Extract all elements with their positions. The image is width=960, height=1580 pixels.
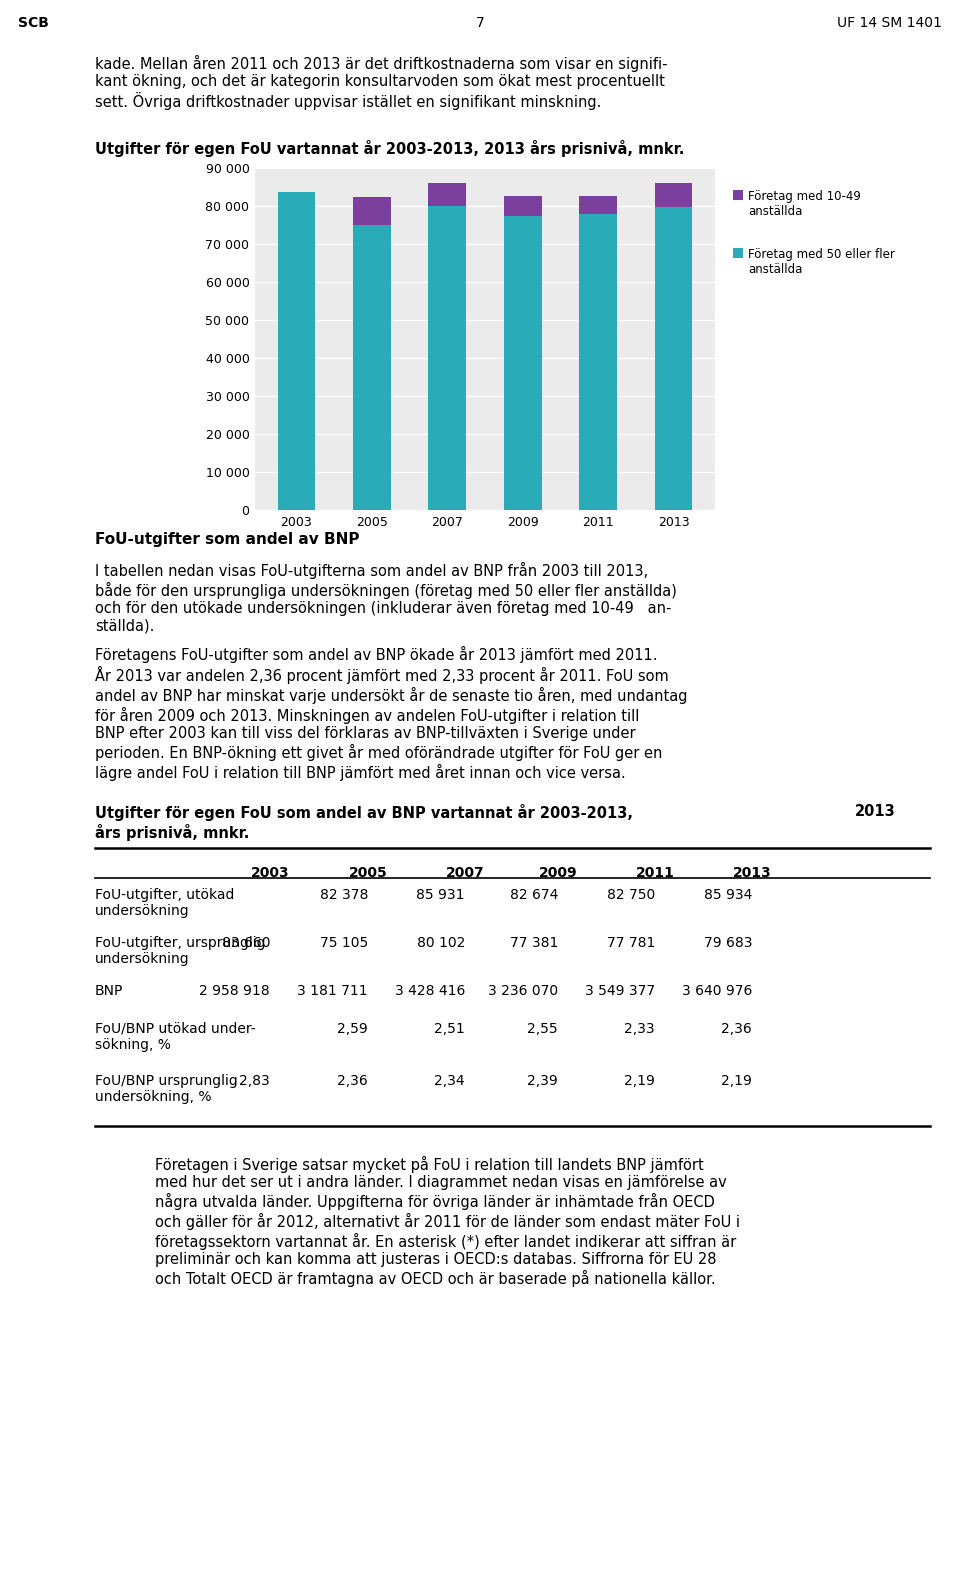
Bar: [428, 205, 467, 510]
Text: 2003: 2003: [251, 866, 289, 880]
Text: FoU-utgifter, utökad
undersökning: FoU-utgifter, utökad undersökning: [95, 888, 234, 918]
Text: UF 14 SM 1401: UF 14 SM 1401: [837, 16, 942, 30]
Bar: [579, 196, 617, 215]
Text: 3 640 976: 3 640 976: [682, 984, 752, 999]
Bar: [428, 183, 467, 205]
Text: års prisnivå, mnkr.: års prisnivå, mnkr.: [95, 825, 250, 841]
Text: 2,55: 2,55: [527, 1022, 558, 1036]
Text: SCB: SCB: [18, 16, 49, 30]
Text: FoU-utgifter som andel av BNP: FoU-utgifter som andel av BNP: [95, 532, 359, 547]
Text: 2 958 918: 2 958 918: [200, 984, 270, 999]
Text: 2013: 2013: [732, 866, 772, 880]
Bar: [733, 190, 743, 201]
Text: FoU/BNP ursprunglig
undersökning, %: FoU/BNP ursprunglig undersökning, %: [95, 1074, 238, 1104]
Text: 82 674: 82 674: [510, 888, 558, 902]
Text: 2,36: 2,36: [337, 1074, 368, 1089]
Text: 85 931: 85 931: [417, 888, 465, 902]
Text: Företag med 50 eller fler
anställda: Företag med 50 eller fler anställda: [748, 248, 895, 276]
Bar: [353, 198, 391, 224]
Text: 2007: 2007: [445, 866, 484, 880]
Text: I tabellen nedan visas FoU-utgifterna som andel av BNP från 2003 till 2013,
både: I tabellen nedan visas FoU-utgifterna so…: [95, 562, 677, 634]
Text: 2,39: 2,39: [527, 1074, 558, 1089]
Bar: [277, 193, 315, 510]
Text: 80 102: 80 102: [417, 935, 465, 950]
Text: Företagen i Sverige satsar mycket på FoU i relation till landets BNP jämfört
med: Företagen i Sverige satsar mycket på FoU…: [155, 1157, 740, 1288]
Text: 3 181 711: 3 181 711: [298, 984, 368, 999]
Text: 3 236 070: 3 236 070: [488, 984, 558, 999]
Bar: [655, 183, 692, 207]
Text: Företag med 10-49
anställda: Företag med 10-49 anställda: [748, 190, 861, 218]
Text: 77 781: 77 781: [607, 935, 655, 950]
Text: 82 750: 82 750: [607, 888, 655, 902]
Text: 79 683: 79 683: [704, 935, 752, 950]
Text: Företagens FoU-utgifter som andel av BNP ökade år 2013 jämfört med 2011.
År 2013: Företagens FoU-utgifter som andel av BNP…: [95, 646, 687, 781]
Text: 2,34: 2,34: [434, 1074, 465, 1089]
Text: Utgifter för egen FoU vartannat år 2003-2013, 2013 års prisnivå, mnkr.: Utgifter för egen FoU vartannat år 2003-…: [95, 141, 684, 156]
Text: 2,19: 2,19: [624, 1074, 655, 1089]
Text: 2,33: 2,33: [624, 1022, 655, 1036]
Bar: [504, 196, 541, 216]
Text: Utgifter för egen FoU som andel av BNP vartannat år 2003-2013,: Utgifter för egen FoU som andel av BNP v…: [95, 804, 633, 822]
Text: 2009: 2009: [539, 866, 577, 880]
Bar: [504, 216, 541, 510]
Text: 2,59: 2,59: [337, 1022, 368, 1036]
Text: 2,51: 2,51: [434, 1022, 465, 1036]
Text: FoU-utgifter, ursprunglig
undersökning: FoU-utgifter, ursprunglig undersökning: [95, 935, 266, 967]
Bar: [579, 215, 617, 510]
Text: 2013: 2013: [855, 804, 896, 818]
Bar: [353, 224, 391, 510]
Text: 85 934: 85 934: [704, 888, 752, 902]
Text: BNP: BNP: [95, 984, 124, 999]
Text: FoU/BNP utökad under-
sökning, %: FoU/BNP utökad under- sökning, %: [95, 1022, 255, 1052]
Text: 2,36: 2,36: [721, 1022, 752, 1036]
Text: 77 381: 77 381: [510, 935, 558, 950]
Bar: [733, 248, 743, 258]
Text: 2011: 2011: [636, 866, 675, 880]
Text: 3 428 416: 3 428 416: [395, 984, 465, 999]
Text: 82 378: 82 378: [320, 888, 368, 902]
Text: 7: 7: [475, 16, 485, 30]
Bar: [655, 207, 692, 510]
Text: 75 105: 75 105: [320, 935, 368, 950]
Text: 2,19: 2,19: [721, 1074, 752, 1089]
Text: 2,83: 2,83: [239, 1074, 270, 1089]
Text: 3 549 377: 3 549 377: [585, 984, 655, 999]
Text: 83 660: 83 660: [222, 935, 270, 950]
Text: kade. Mellan åren 2011 och 2013 är det driftkostnaderna som visar en signifi-
ka: kade. Mellan åren 2011 och 2013 är det d…: [95, 55, 667, 111]
Text: 2005: 2005: [348, 866, 388, 880]
